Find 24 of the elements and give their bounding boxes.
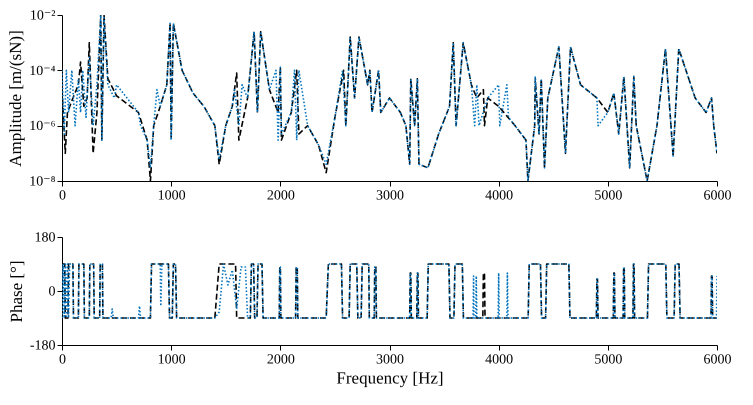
y-axis-title: Amplitude [m/(sN)]	[6, 30, 26, 167]
x-tick-label: 2000	[266, 188, 295, 204]
x-tick-label: 3000	[376, 352, 404, 368]
x-axis-title: Frequency [Hz]	[336, 368, 444, 388]
x-tick-label: 1000	[158, 352, 186, 368]
x-tick-label: 1000	[158, 188, 186, 204]
y-axis-title: Phase [°]	[6, 260, 26, 323]
x-tick-label: 0	[59, 188, 66, 204]
x-tick-label: 5000	[594, 352, 622, 368]
x-tick-label: 2000	[266, 352, 295, 368]
x-tick-label: 0	[59, 352, 66, 368]
x-tick-label: 3000	[376, 188, 404, 204]
x-tick-label: 4000	[485, 188, 514, 204]
y-tick-label: 180	[34, 230, 56, 246]
x-tick-label: 6000	[704, 352, 732, 368]
x-tick-label: 5000	[594, 188, 622, 204]
x-tick-label: 6000	[704, 188, 732, 204]
y-tick-label: 10⁻⁸	[29, 174, 56, 190]
y-tick-label: 10⁻⁶	[29, 119, 56, 134]
y-tick-label: 0	[48, 284, 56, 300]
x-tick-label: 4000	[485, 352, 514, 368]
y-tick-label: -180	[30, 338, 56, 354]
y-tick-label: 10⁻²	[30, 8, 56, 24]
y-tick-label: 10⁻⁴	[29, 64, 56, 79]
